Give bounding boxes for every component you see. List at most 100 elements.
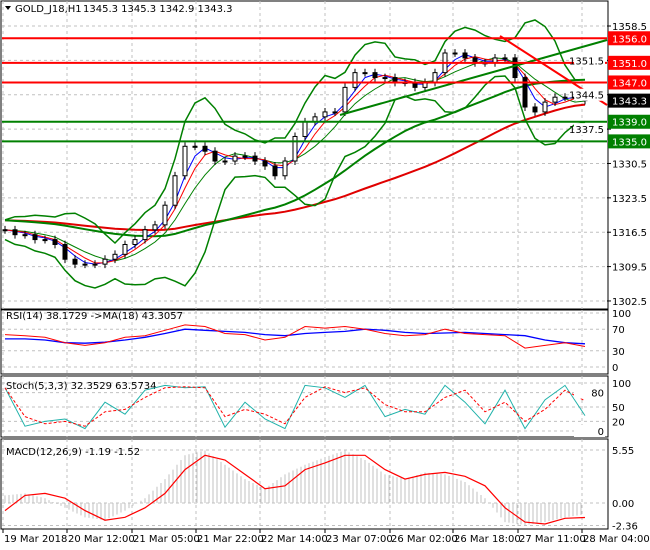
candle-body bbox=[62, 243, 68, 260]
candle-body bbox=[302, 121, 308, 137]
stoch-tick-label: 50 bbox=[612, 403, 625, 414]
macd-signal-line bbox=[4, 454, 586, 525]
price-tick-label: 1358.5 bbox=[612, 22, 647, 33]
stoch-title: Stoch(5,3,3) 32.3529 63.5734 bbox=[6, 381, 157, 392]
candle-body bbox=[72, 258, 78, 265]
candle-body bbox=[332, 111, 338, 114]
rsi-tick-label: 30 bbox=[612, 347, 625, 358]
candle-body bbox=[32, 234, 38, 241]
macd-tick-label: -2.36 bbox=[612, 522, 638, 533]
candle-body bbox=[232, 155, 238, 162]
candle-body bbox=[502, 57, 508, 60]
time-tick-label: 27 Mar 11:00 bbox=[519, 534, 586, 545]
candle-body bbox=[462, 52, 468, 59]
candle-body bbox=[552, 96, 558, 103]
stoch-tick-label: 80 bbox=[591, 389, 604, 400]
candle-body bbox=[202, 145, 208, 152]
candle-body bbox=[532, 106, 538, 113]
candle-body bbox=[172, 175, 178, 206]
candle-body bbox=[512, 57, 518, 79]
price-tick-label: 1344.5 bbox=[569, 91, 604, 102]
symbol-label: GOLD_J18,H1 bbox=[15, 4, 82, 15]
stoch-tick-label-bg bbox=[574, 425, 605, 437]
level-tag-label: 1356.0 bbox=[612, 34, 647, 45]
price-tick-label-bg bbox=[574, 88, 605, 101]
time-tick-label: 28 Mar 04:00 bbox=[583, 534, 650, 545]
price-tick-label: 1337.5 bbox=[569, 125, 604, 136]
price-tick-label: 1330.5 bbox=[612, 159, 647, 170]
candle-body bbox=[322, 111, 328, 118]
candle-body bbox=[382, 77, 388, 80]
price-tick-label: 1302.5 bbox=[612, 297, 647, 308]
candle-body bbox=[432, 72, 438, 83]
stoch-tick-label: 100 bbox=[612, 379, 631, 390]
panel-frame bbox=[0, 438, 609, 530]
time-tick-label: 21 Mar 05:00 bbox=[133, 534, 200, 545]
level-tag-label: 1335.0 bbox=[612, 137, 647, 148]
stoch-signal-line bbox=[4, 386, 586, 427]
candle-body bbox=[2, 229, 8, 232]
current-price-label: 1343.3 bbox=[612, 97, 647, 108]
time-tick-label: 26 Mar 02:00 bbox=[391, 534, 458, 545]
candle-body bbox=[292, 135, 298, 162]
dropdown-triangle-icon[interactable] bbox=[5, 6, 11, 10]
price-tick-label-bg bbox=[574, 123, 605, 136]
moving-average-slow bbox=[4, 103, 586, 232]
time-tick-label: 26 Mar 18:00 bbox=[454, 534, 521, 545]
candle-body bbox=[272, 165, 278, 177]
candle-body bbox=[112, 253, 118, 260]
rsi-tick-label: 70 bbox=[612, 325, 625, 336]
trendline-support bbox=[339, 39, 608, 116]
time-tick-label: 19 Mar 2018 bbox=[4, 534, 67, 545]
bollinger-upper bbox=[4, 19, 586, 245]
candle-body bbox=[12, 229, 18, 236]
price-tick-label: 1316.5 bbox=[612, 228, 647, 239]
candle-body bbox=[362, 72, 368, 75]
level-tag bbox=[608, 75, 650, 90]
price-tick-label: 1309.5 bbox=[612, 263, 647, 274]
price-tick-label-bg bbox=[574, 54, 605, 67]
candle-body bbox=[562, 96, 568, 99]
candle-body bbox=[82, 263, 88, 266]
time-tick-label: 23 Mar 07:00 bbox=[326, 534, 393, 545]
candle-body bbox=[262, 160, 268, 167]
rsi-tick-label: 0 bbox=[612, 363, 618, 374]
candle-body bbox=[242, 155, 248, 158]
time-tick-label: 22 Mar 14:00 bbox=[261, 534, 328, 545]
panel-frame bbox=[0, 0, 609, 310]
stoch-main-line bbox=[4, 384, 586, 430]
moving-average-medium bbox=[4, 78, 586, 238]
candle-body bbox=[352, 72, 358, 88]
candle-body bbox=[282, 160, 288, 177]
candle-body bbox=[182, 145, 188, 177]
level-tag-label: 1351.0 bbox=[612, 59, 647, 70]
stoch-tick-label-bg bbox=[574, 386, 605, 399]
candle-body bbox=[222, 160, 228, 163]
level-tag bbox=[608, 55, 650, 70]
macd-title: MACD(12,26,9) -1.19 -1.52 bbox=[6, 447, 140, 458]
panel-frame bbox=[0, 375, 609, 438]
stoch-tick-label: 0 bbox=[598, 427, 604, 438]
candle-body bbox=[252, 155, 258, 162]
candle-body bbox=[42, 239, 48, 242]
price-tick-label: 1323.5 bbox=[612, 194, 647, 205]
candle-body bbox=[122, 243, 128, 255]
panel-frame bbox=[0, 309, 609, 375]
bollinger-lower bbox=[4, 75, 586, 289]
level-tag bbox=[608, 114, 650, 129]
candle-body bbox=[152, 224, 158, 231]
candle-body bbox=[142, 229, 148, 241]
candle-body bbox=[102, 258, 108, 265]
rsi-tick-label: 100 bbox=[612, 309, 631, 320]
candle-body bbox=[212, 150, 218, 162]
level-tag bbox=[608, 31, 650, 46]
rsi-title: RSI(14) 38.1729 ->MA(18) 43.3057 bbox=[6, 311, 183, 322]
ohlc-values: 1345.3 1345.3 1342.9 1343.3 bbox=[83, 4, 233, 15]
rsi-ma-line bbox=[5, 328, 586, 345]
candle-body bbox=[542, 101, 548, 113]
level-tag-label: 1339.0 bbox=[612, 118, 647, 129]
candle-body bbox=[342, 86, 348, 113]
level-tag-label: 1347.0 bbox=[612, 78, 647, 89]
